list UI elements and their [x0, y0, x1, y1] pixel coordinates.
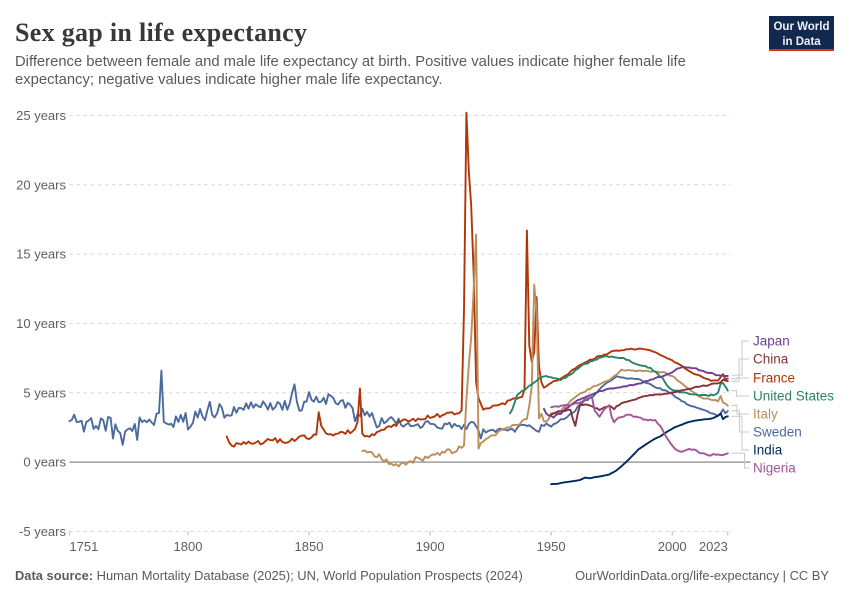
svg-text:China: China	[753, 352, 789, 367]
svg-text:1950: 1950	[537, 539, 566, 554]
svg-text:1850: 1850	[295, 539, 324, 554]
svg-text:-5 years: -5 years	[19, 524, 66, 539]
svg-text:5 years: 5 years	[23, 385, 66, 400]
svg-text:Italy: Italy	[753, 407, 778, 422]
svg-text:2023: 2023	[699, 539, 728, 554]
svg-text:India: India	[753, 443, 783, 458]
svg-text:1800: 1800	[174, 539, 203, 554]
svg-text:Nigeria: Nigeria	[753, 461, 796, 476]
svg-text:2000: 2000	[658, 539, 687, 554]
svg-text:1751: 1751	[69, 539, 98, 554]
svg-text:10 years: 10 years	[16, 316, 66, 331]
svg-text:0 years: 0 years	[23, 455, 66, 470]
svg-text:25 years: 25 years	[16, 108, 66, 123]
svg-text:1900: 1900	[416, 539, 445, 554]
svg-text:15 years: 15 years	[16, 247, 66, 262]
svg-text:20 years: 20 years	[16, 177, 66, 192]
svg-text:United States: United States	[753, 389, 834, 404]
svg-text:Sweden: Sweden	[753, 425, 802, 440]
svg-text:France: France	[753, 371, 795, 386]
svg-text:Japan: Japan	[753, 334, 790, 349]
